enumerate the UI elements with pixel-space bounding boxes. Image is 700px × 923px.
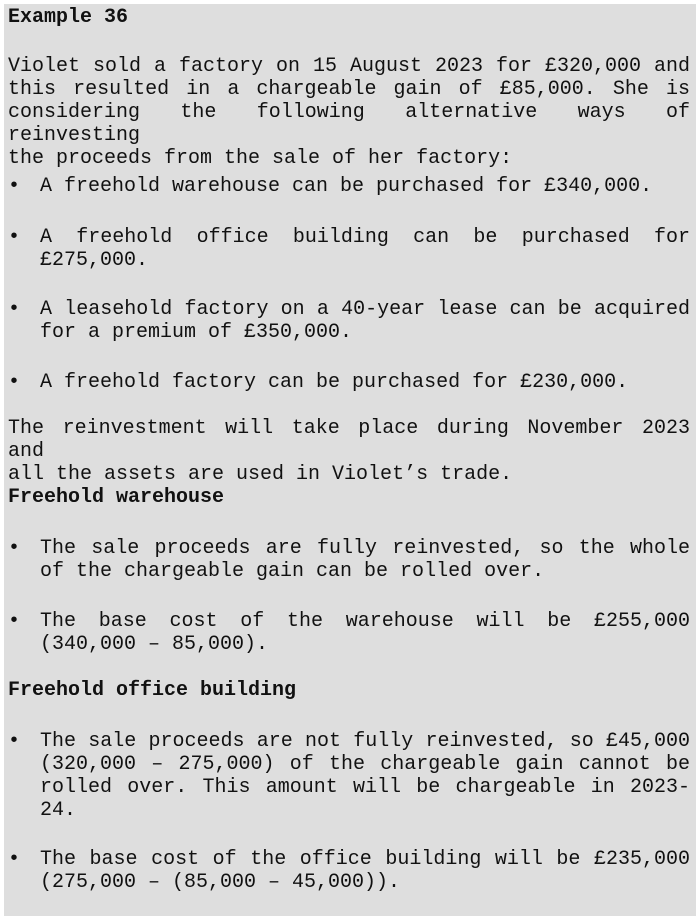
text-line: A freehold office building can be purcha… bbox=[40, 226, 690, 249]
paragraph: Violet sold a factory on 15 August 2023 … bbox=[8, 55, 690, 170]
bullet-icon: • bbox=[8, 371, 21, 394]
text-line: (275,000 – (85,000 – 45,000)). bbox=[40, 871, 401, 894]
section-heading: Freehold office building bbox=[8, 679, 297, 702]
text-line: (320,000 – 275,000) of the chargeable ga… bbox=[40, 753, 690, 776]
text-line: this resulted in a chargeable gain of £8… bbox=[8, 78, 690, 101]
example-panel bbox=[4, 4, 696, 916]
bullet-item: • The base cost of the warehouse will be … bbox=[8, 610, 690, 656]
text-line: 24. bbox=[40, 799, 77, 822]
bullet-icon: • bbox=[8, 730, 21, 753]
page-title: Example 36 bbox=[8, 6, 129, 29]
text-line: The reinvestment will take place during … bbox=[8, 417, 690, 463]
text-line: The base cost of the office building wil… bbox=[40, 848, 690, 871]
paragraph: The reinvestment will take place during … bbox=[8, 417, 690, 486]
text-line: A freehold warehouse can be purchased fo… bbox=[40, 175, 653, 198]
bullet-icon: • bbox=[8, 298, 21, 321]
bullet-item: • The sale proceeds are not fully reinves… bbox=[8, 730, 690, 822]
bullet-item: • The sale proceeds are fully reinvested,… bbox=[8, 537, 690, 583]
bullet-icon: • bbox=[8, 537, 21, 560]
bullet-item: • A freehold factory can be purchased for… bbox=[8, 371, 690, 394]
text-line: Violet sold a factory on 15 August 2023 … bbox=[8, 55, 690, 78]
text-line: rolled over. This amount will be chargea… bbox=[40, 776, 690, 799]
text-line: The base cost of the warehouse will be £… bbox=[40, 610, 690, 633]
text-line: considering the following alternative wa… bbox=[8, 101, 690, 147]
text-line: A leasehold factory on a 40-year lease c… bbox=[40, 298, 690, 321]
bullet-icon: • bbox=[8, 175, 21, 198]
text-line: A freehold factory can be purchased for … bbox=[40, 371, 629, 394]
text-line: The sale proceeds are fully reinvested, … bbox=[40, 537, 690, 560]
text-line: for a premium of £350,000. bbox=[40, 321, 353, 344]
bullet-item: • A freehold warehouse can be purchased f… bbox=[8, 175, 690, 198]
text-line: (340,000 – 85,000). bbox=[40, 633, 269, 656]
text-line: the proceeds from the sale of her factor… bbox=[8, 147, 513, 170]
text-line: £275,000. bbox=[40, 249, 149, 272]
section-heading: Freehold warehouse bbox=[8, 486, 225, 509]
bullet-icon: • bbox=[8, 226, 21, 249]
bullet-item: • The base cost of the office building wi… bbox=[8, 848, 690, 894]
text-line: all the assets are used in Violet’s trad… bbox=[8, 463, 513, 486]
bullet-icon: • bbox=[8, 610, 21, 633]
text-line: The sale proceeds are not fully reinvest… bbox=[40, 730, 690, 753]
bullet-item: • A freehold office building can be purch… bbox=[8, 226, 690, 272]
bullet-item: • A leasehold factory on a 40-year lease … bbox=[8, 298, 690, 344]
bullet-icon: • bbox=[8, 848, 21, 871]
text-line: of the chargeable gain can be rolled ove… bbox=[40, 560, 545, 583]
